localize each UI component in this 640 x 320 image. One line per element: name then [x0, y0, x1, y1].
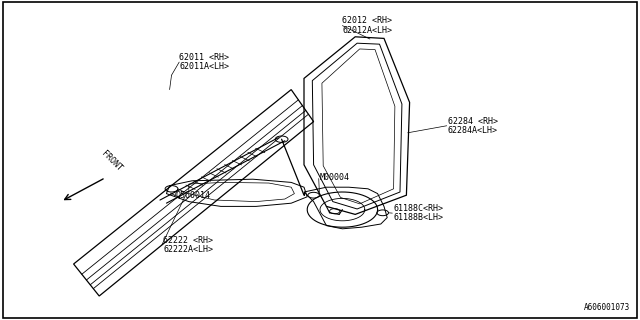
Text: 62012 <RH>: 62012 <RH>	[342, 16, 392, 25]
Text: M00004: M00004	[320, 173, 350, 182]
Text: A606001073: A606001073	[584, 303, 630, 312]
Text: 62284A<LH>: 62284A<LH>	[448, 126, 498, 135]
Text: FRONT: FRONT	[99, 149, 124, 173]
Text: 61188B<LH>: 61188B<LH>	[394, 213, 444, 222]
Text: 62222A<LH>: 62222A<LH>	[163, 245, 213, 254]
Text: 62222 <RH>: 62222 <RH>	[163, 236, 213, 245]
Text: 62284 <RH>: 62284 <RH>	[448, 117, 498, 126]
Text: Q560014: Q560014	[176, 191, 211, 200]
Text: 62012A<LH>: 62012A<LH>	[342, 26, 392, 35]
Text: 62011 <RH>: 62011 <RH>	[179, 53, 229, 62]
Text: 62011A<LH>: 62011A<LH>	[179, 62, 229, 71]
Text: 61188C<RH>: 61188C<RH>	[394, 204, 444, 213]
